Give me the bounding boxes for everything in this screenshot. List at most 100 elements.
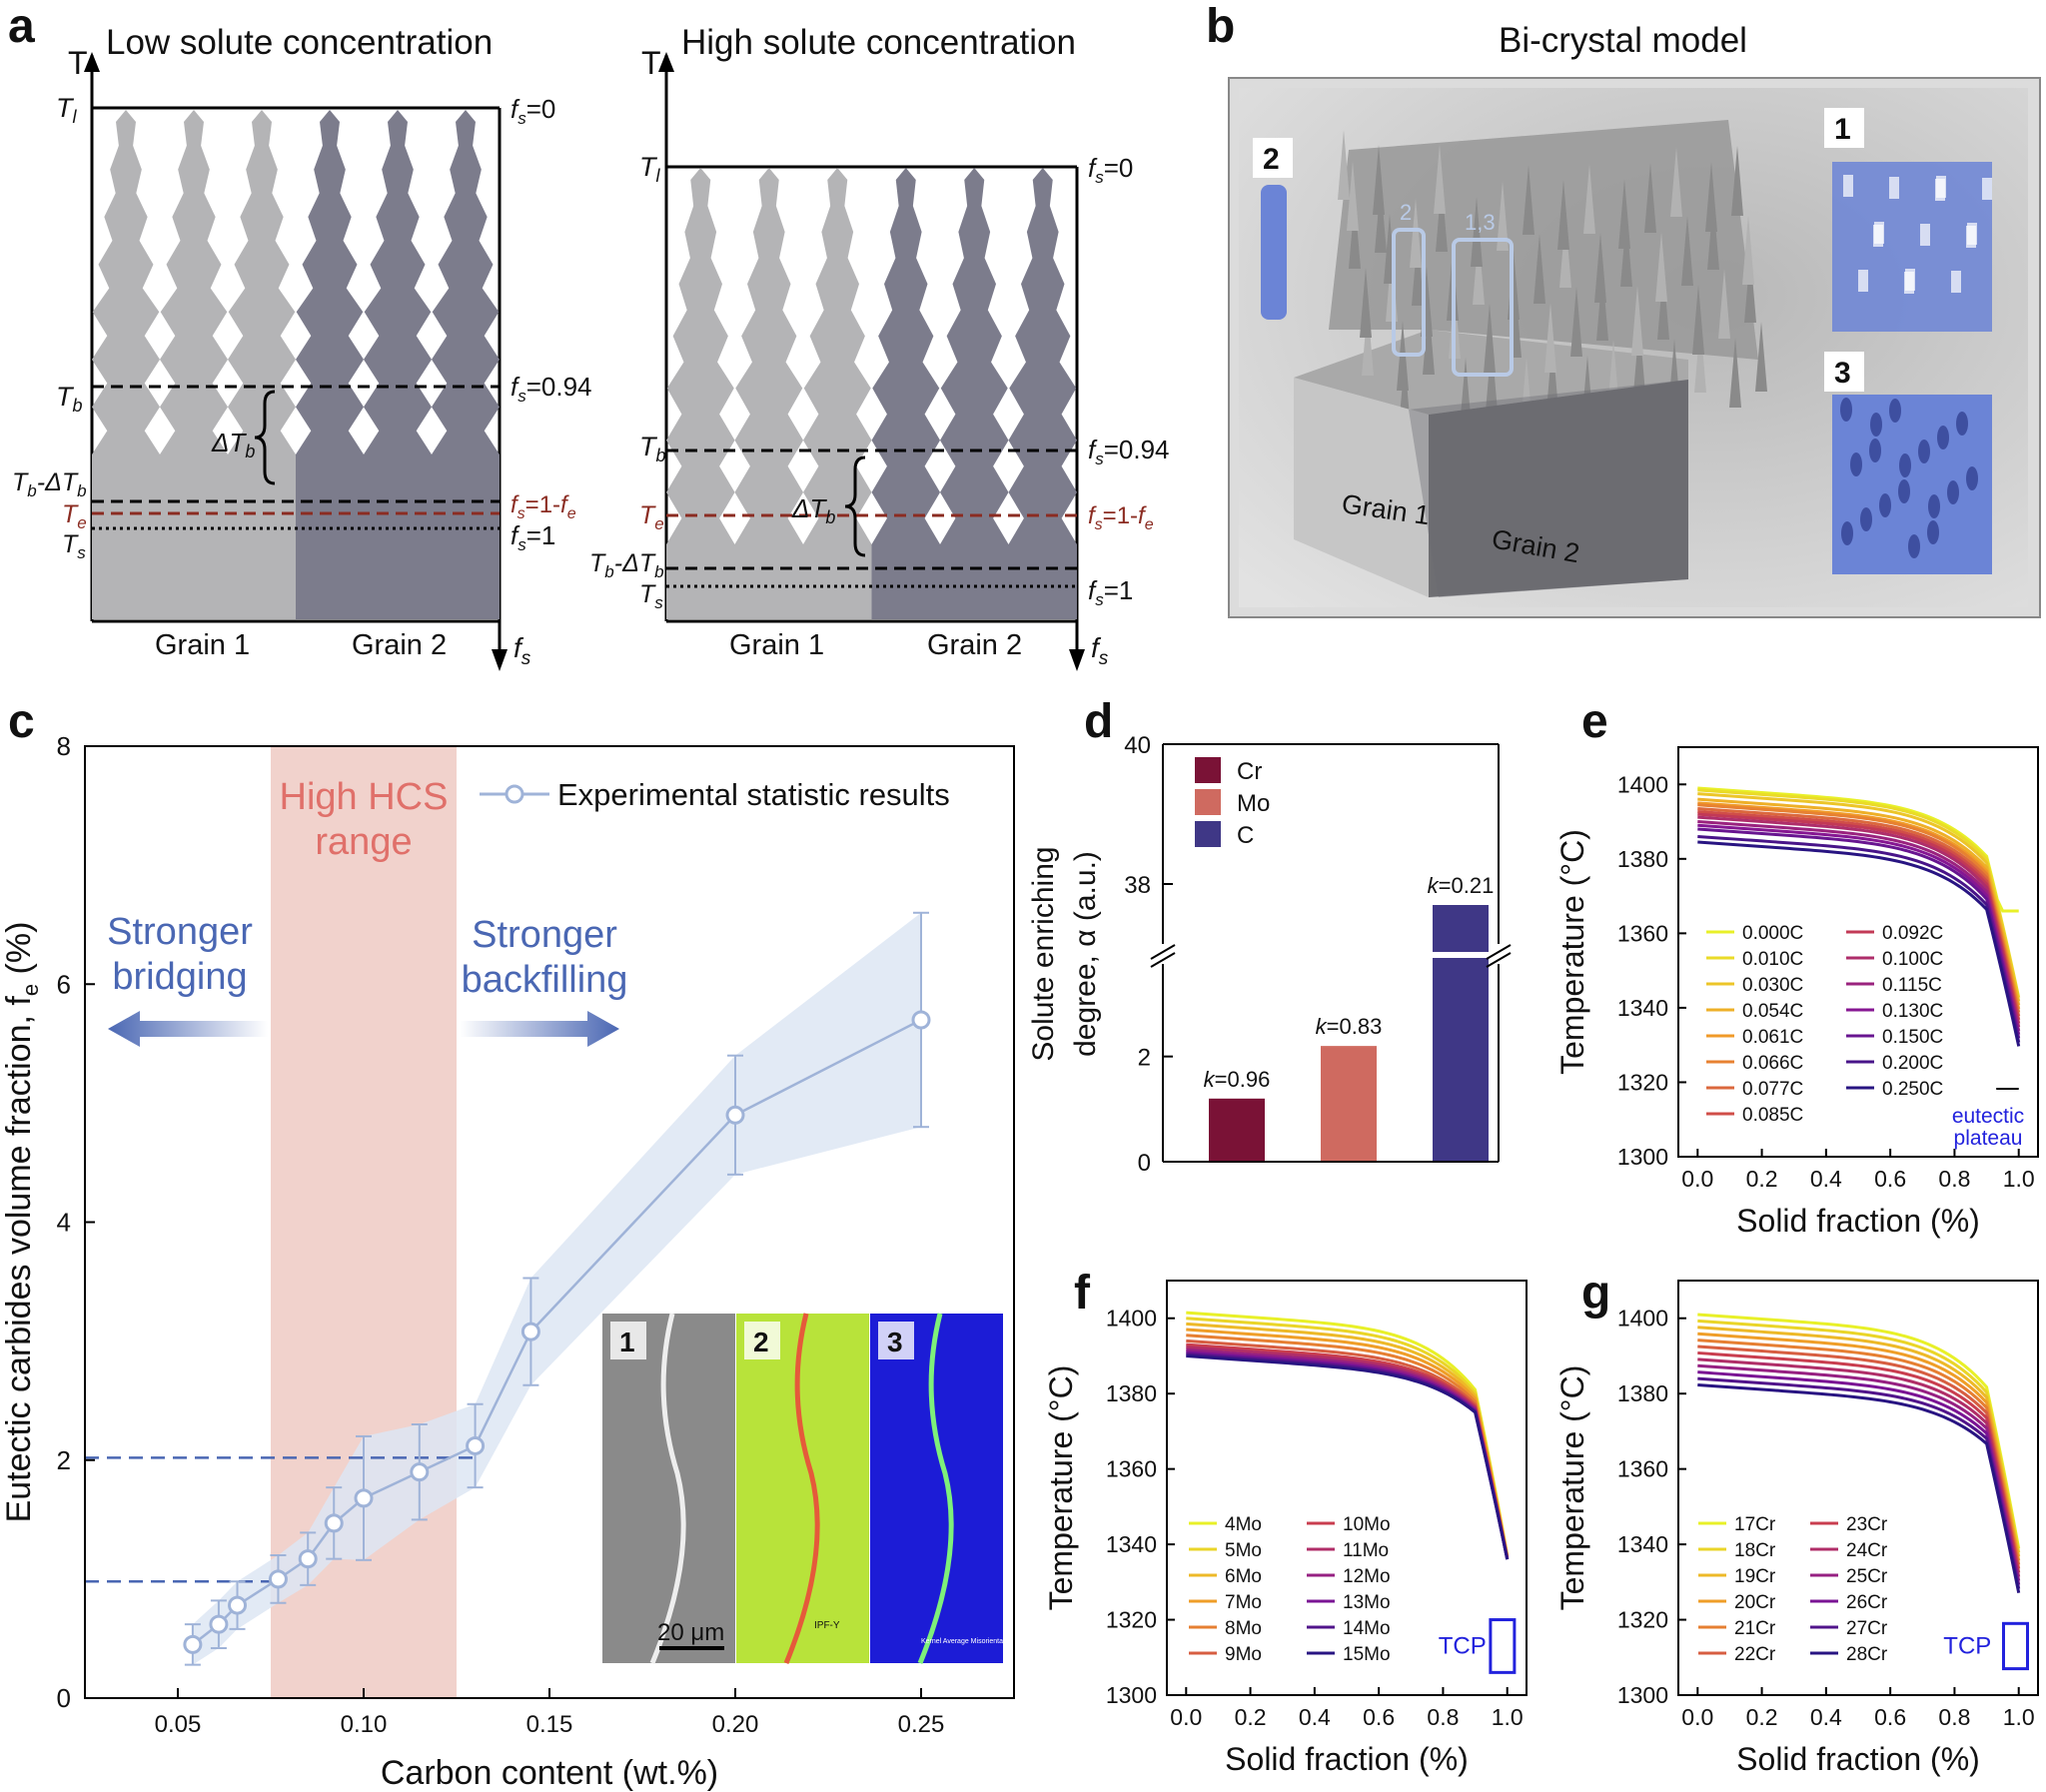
inset-1-structure <box>1832 162 1992 332</box>
x-tick-label: 0.0 <box>1681 1166 1713 1192</box>
x-tick-label: 0.6 <box>1363 1704 1395 1730</box>
dendrites-right <box>666 168 1077 619</box>
inset-hole <box>1898 479 1910 503</box>
tl-label-right: Tl <box>639 152 661 186</box>
inset-gap <box>1920 224 1930 246</box>
y-tick-label: 1400 <box>1617 771 1668 797</box>
data-point <box>268 1569 288 1589</box>
dendrite <box>1008 168 1077 544</box>
spike <box>1557 180 1569 250</box>
legend-label: 0.250C <box>1882 1079 1943 1100</box>
dendrite <box>364 110 432 454</box>
bar-C <box>1433 905 1489 1162</box>
fs0-label-left: fs=0 <box>511 94 555 128</box>
y-tick-label: 1340 <box>1617 1531 1668 1557</box>
axis-t-label-left: T <box>68 45 88 81</box>
legend-label: 0.085C <box>1742 1105 1803 1126</box>
panel-letter-e: e <box>1581 695 1608 748</box>
kernel-label: Kernel Average Misorientation <box>921 1638 1014 1645</box>
spike <box>1375 183 1387 253</box>
spike <box>1434 144 1446 214</box>
fs1fe-label-left: fs=1-fe <box>511 491 576 522</box>
box-front-left-grain1 <box>1294 378 1429 597</box>
grain-base <box>734 544 803 619</box>
dendrite <box>432 110 500 454</box>
y-tick-label: 1320 <box>1617 1607 1668 1633</box>
tb-dtb-label-right: Tb-ΔTb <box>589 549 664 581</box>
legend-label: 14Mo <box>1343 1618 1391 1639</box>
inset-hole <box>1928 494 1940 518</box>
legend-label: Experimental statistic results <box>557 777 950 812</box>
series-line-0.061C <box>1697 801 2021 1010</box>
y-axis-label: Temperature (°C) <box>1554 1365 1590 1611</box>
y-axis-label: Eutectic carbides volume fraction, fe (%… <box>0 922 43 1523</box>
spike <box>1633 324 1645 394</box>
spike <box>1373 145 1385 215</box>
y-tick-label: 38 <box>1124 872 1151 899</box>
inset-hole <box>1870 413 1882 437</box>
inset-2-structure <box>1261 185 1287 320</box>
x-tick-label: 0.05 <box>155 1711 202 1738</box>
data-point <box>183 1634 203 1654</box>
x-tick-label: 0.4 <box>1810 1704 1842 1730</box>
y-axis-label: degree, α (a.u.) <box>1069 851 1102 1057</box>
legend-label: 11Mo <box>1343 1540 1389 1561</box>
spike <box>1559 218 1571 288</box>
inset-label-box <box>878 1322 914 1359</box>
legend-label: Cr <box>1237 758 1262 785</box>
inset-label-box-1 <box>1824 108 1864 148</box>
box-marker-13 <box>1452 238 1514 377</box>
plot-d: k=0.96 k=0.83 k=0.21 0 2 38 40 Cr Mo C Solute enri… <box>1027 732 1512 1177</box>
spike <box>1596 271 1608 341</box>
x-tick-label: 1.0 <box>2003 1166 2035 1192</box>
inset-hole <box>1841 521 1853 545</box>
bar-k-label: k=0.83 <box>1316 1014 1383 1039</box>
series-line-0.200C <box>1697 834 2021 1043</box>
dendrite <box>228 110 296 454</box>
t-axis-arrow-left <box>84 52 100 72</box>
inset-gap <box>1935 179 1945 201</box>
bar-Mo <box>1321 1046 1377 1162</box>
series-line-0.054C <box>1697 797 2021 1006</box>
legend-label: 23Cr <box>1846 1514 1888 1535</box>
spike <box>1657 270 1669 340</box>
y-tick-label: 1320 <box>1617 1069 1668 1095</box>
data-point <box>466 1435 486 1455</box>
arrow-left <box>108 1011 268 1047</box>
x-tick-label: 0.25 <box>898 1711 945 1738</box>
series-line-0.000C <box>1697 786 2019 913</box>
panel-a: a Low solute concentration T ΔTb Tl Tb T… <box>8 0 1170 671</box>
legend-label: 0.030C <box>1742 975 1803 996</box>
series-line-24Cr <box>1697 1357 2021 1577</box>
inset-boundary <box>783 1313 820 1664</box>
legend-label: 0.000C <box>1742 923 1803 944</box>
series-line-26Cr <box>1697 1370 2021 1585</box>
spike <box>1655 232 1667 302</box>
annotation-text: bridging <box>112 956 247 998</box>
panel-letter-b: b <box>1206 0 1235 53</box>
legend-label: 12Mo <box>1343 1566 1391 1587</box>
x-axis-label: Solid fraction (%) <box>1225 1741 1469 1777</box>
panel-letter-f: f <box>1074 1267 1091 1320</box>
ts-label-right: Ts <box>639 580 663 612</box>
legend-marker <box>505 784 524 804</box>
spike <box>1718 269 1730 339</box>
legend-label: 10Mo <box>1343 1514 1391 1535</box>
data-point <box>725 1105 745 1125</box>
spike <box>1349 199 1361 269</box>
brace-left <box>254 390 276 485</box>
legend-label: 0.115C <box>1882 975 1942 996</box>
grain-base <box>296 454 364 619</box>
y-tick-label: 1300 <box>1617 1144 1668 1170</box>
inset-gap <box>1873 225 1883 247</box>
box-marker-2 <box>1392 228 1426 357</box>
bar-k-label: k=0.21 <box>1428 873 1495 898</box>
inset-hole <box>1966 466 1978 490</box>
fs1-label-left: fs=1 <box>511 520 555 554</box>
spike <box>1534 234 1545 304</box>
series-line-0.066C <box>1697 803 2021 1013</box>
panel-letter-d: d <box>1084 695 1113 748</box>
y-tick-label: 1380 <box>1106 1380 1157 1406</box>
error-band <box>192 912 921 1665</box>
series-line-19Cr <box>1697 1326 2021 1557</box>
